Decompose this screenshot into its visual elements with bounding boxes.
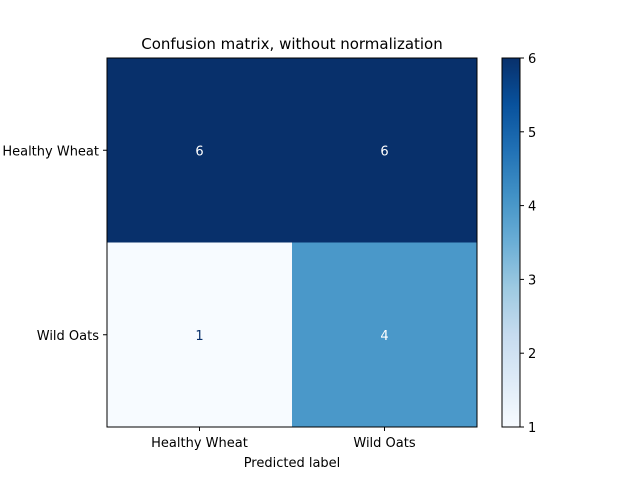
colorbar [501, 57, 521, 428]
heatmap-cell [107, 242, 292, 427]
heatmap-cell [107, 58, 292, 243]
chart-title: Confusion matrix, without normalization [141, 35, 443, 53]
colorbar-tick-label: 3 [528, 273, 536, 288]
colorbar-tick-label: 5 [528, 126, 536, 141]
x-tick-label: Healthy Wheat [151, 436, 248, 451]
heatmap-cells: 6 6 1 4 [107, 58, 477, 427]
x-axis-ticks: Healthy Wheat Wild Oats [151, 427, 416, 451]
y-axis-ticks: Healthy Wheat Wild Oats [2, 144, 107, 344]
cell-value-label: 4 [380, 329, 388, 344]
cell-value-label: 1 [195, 329, 203, 344]
y-tick-label: Wild Oats [37, 329, 99, 344]
heatmap-cell [292, 242, 477, 427]
cell-value-label: 6 [380, 144, 388, 159]
colorbar-tick-label: 1 [528, 421, 536, 436]
x-tick-label: Wild Oats [353, 436, 415, 451]
colorbar-ticks: 1 2 3 4 5 6 [520, 52, 536, 436]
heatmap-cell [292, 58, 477, 243]
plot-frame [106, 57, 478, 428]
y-tick-label: Healthy Wheat [2, 144, 99, 159]
colorbar-tick-label: 6 [528, 52, 536, 67]
x-axis-label: Predicted label [244, 456, 341, 471]
cell-value-label: 6 [195, 144, 203, 159]
colorbar-tick-label: 4 [528, 200, 536, 215]
colorbar-tick-label: 2 [528, 347, 536, 362]
